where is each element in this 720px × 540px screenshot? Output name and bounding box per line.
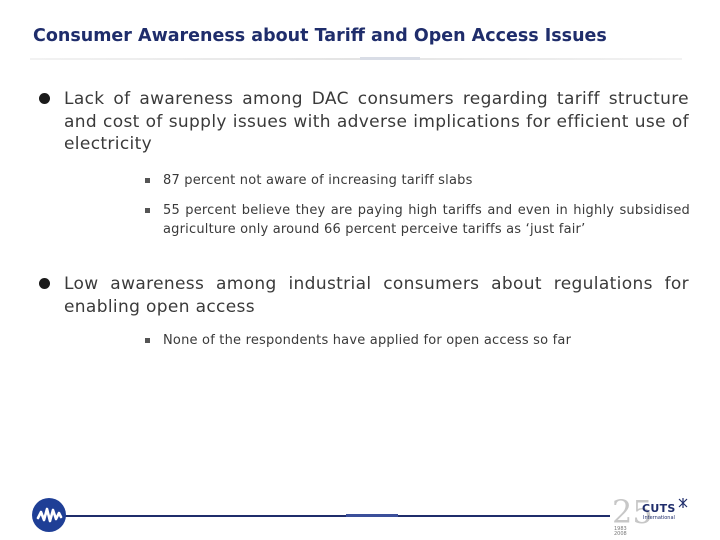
square-bullet-icon (145, 338, 150, 343)
cuts-brand-logo: 25 1983 2008 CUTS International (612, 493, 710, 537)
anniversary-number: 25 (612, 493, 653, 531)
bullet-dot-icon (39, 93, 50, 104)
footer-divider-highlight (346, 514, 398, 517)
anniversary-years: 1983 2008 (614, 527, 627, 537)
brand-name: CUTS (642, 502, 676, 515)
bullet-item: Low awareness among industrial consumers… (39, 273, 689, 319)
title-divider-highlight (360, 57, 420, 60)
title-divider (30, 57, 682, 60)
square-bullet-icon (145, 178, 150, 183)
sub-bullet-item: 55 percent believe they are paying high … (145, 202, 690, 260)
sub-bullet-text: 55 percent believe they are paying high … (163, 203, 690, 237)
cuts-mark-icon (678, 498, 688, 508)
brand-subtitle: International (643, 515, 675, 521)
bullet-item: Lack of awareness among DAC consumers re… (39, 88, 689, 158)
sub-bullet-item: None of the respondents have applied for… (145, 332, 690, 352)
square-bullet-icon (145, 208, 150, 213)
years-start: 1983 (614, 526, 627, 532)
slide-title: Consumer Awareness about Tariff and Open… (33, 26, 607, 46)
bullet-dot-icon (39, 278, 50, 289)
sub-bullet-text: 87 percent not aware of increasing tarif… (163, 173, 473, 188)
sub-bullet-text: None of the respondents have applied for… (163, 333, 572, 348)
years-end: 2008 (614, 531, 627, 537)
bullet-text: Lack of awareness among DAC consumers re… (64, 89, 689, 154)
sub-bullet-item: 87 percent not aware of increasing tarif… (145, 172, 690, 192)
footer-divider (62, 514, 610, 517)
wave-logo-icon (32, 498, 66, 532)
bullet-text: Low awareness among industrial consumers… (64, 274, 689, 317)
wave-logo-svg (36, 507, 63, 523)
